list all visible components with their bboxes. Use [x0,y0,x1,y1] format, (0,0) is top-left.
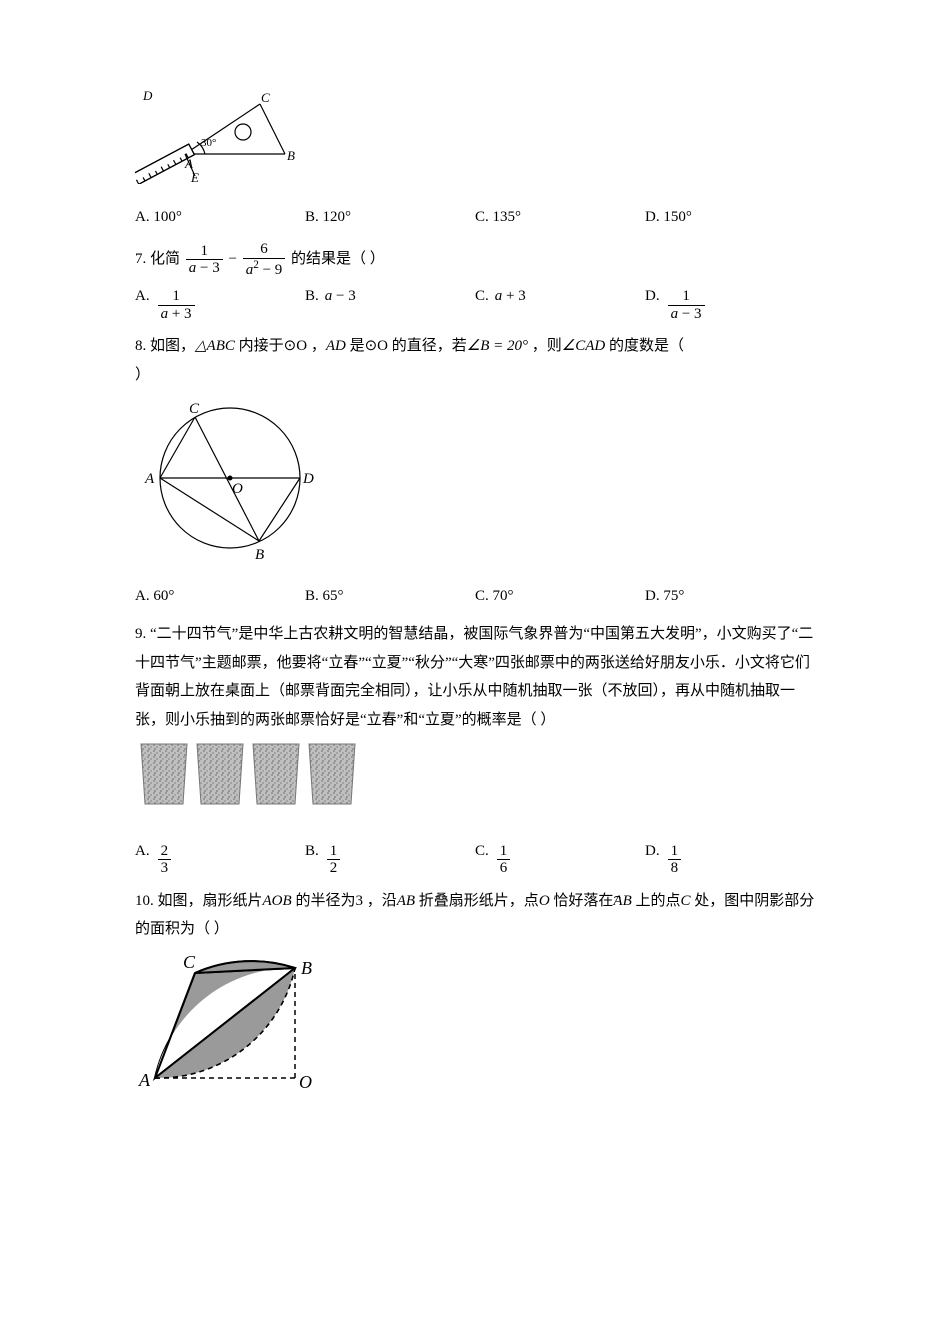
q7-opt-c-label: C. [475,282,489,311]
q7-opt-b-label: B. [305,282,319,311]
svg-text:E: E [190,170,199,184]
q10-text: 10. 如图，扇形纸片AOB 的半径为3 ，沿AB 折叠扇形纸片，点O 恰好落在… [135,887,815,944]
svg-text:C: C [183,952,196,972]
q7-opt-a-label: A. [135,282,150,311]
svg-text:O: O [232,481,243,497]
svg-text:A: A [184,156,193,171]
q7-opt-d-label: D. [645,282,660,311]
svg-text:A: A [144,471,155,487]
q8-opt-d: D. 75° [645,582,684,611]
q7-text: 7. 化简 1a − 3 − 6a2 − 9 的结果是（ ） [135,241,815,278]
q9-opt-c-label: C. [475,837,489,866]
q6-opt-c: C. 135° [475,203,521,232]
q8-text: 8. 如图，△ABC 内接于⊙O ，AD 是⊙O 的直径，若∠B = 20° ，… [135,332,815,389]
svg-text:B: B [301,958,312,978]
q6-figure: D C B A E 30° [135,84,815,195]
q8-options: A. 60° B. 65° C. 70° D. 75° [135,582,815,611]
q8-opt-c: C. 70° [475,582,514,611]
q6-options: A. 100° B. 120° C. 135° D. 150° [135,203,815,232]
q8-opt-a: A. 60° [135,582,174,611]
q9-opt-a-label: A. [135,837,150,866]
q9-opt-b-label: B. [305,837,319,866]
svg-text:B: B [287,148,295,163]
svg-text:B: B [255,547,264,563]
q9-options: A. 23 B. 12 C. 16 D. 18 [135,837,815,877]
q6-opt-b: B. 120° [305,203,351,232]
svg-text:C: C [261,90,270,105]
q6-opt-d: D. 150° [645,203,692,232]
q9-figure [135,738,815,829]
q10-figure: C B A O [135,948,815,1109]
q9-text: 9. “二十四节气”是中华上古农耕文明的智慧结晶，被国际气象界普为“中国第五大发… [135,620,815,734]
svg-text:30°: 30° [201,137,216,149]
svg-text:A: A [138,1070,151,1090]
svg-text:D: D [302,471,314,487]
q9-opt-d-label: D. [645,837,660,866]
q7-options: A. 1a + 3 B. a − 3 C. a + 3 D. 1a − 3 [135,282,815,322]
q8-opt-b: B. 65° [305,582,344,611]
q8-figure: C A D B O [135,393,815,574]
svg-text:C: C [189,401,200,417]
svg-text:O: O [299,1072,312,1092]
svg-text:D: D [142,88,153,103]
q6-opt-a: A. 100° [135,203,182,232]
